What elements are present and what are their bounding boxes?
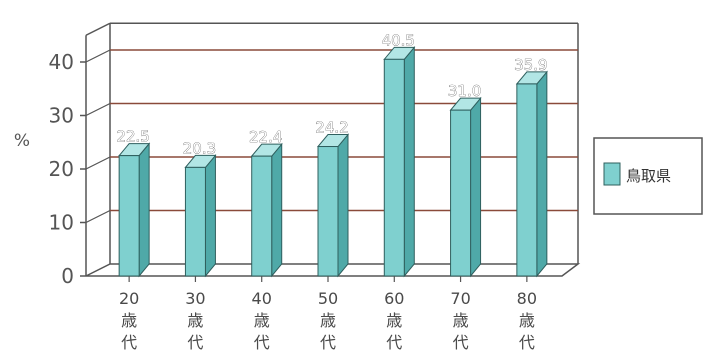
bar bbox=[251, 155, 273, 277]
bar bbox=[516, 83, 538, 277]
x-tick-label: 代 bbox=[254, 333, 270, 352]
x-tick-label: 代 bbox=[320, 333, 336, 352]
x-tick-label: 80 bbox=[517, 289, 537, 308]
side-wall-gridline bbox=[85, 156, 111, 170]
x-tick-label: 30 bbox=[185, 289, 205, 308]
x-tick-label: 代 bbox=[453, 333, 469, 352]
bar bbox=[317, 146, 339, 277]
bar bbox=[383, 58, 405, 277]
y-tick-label: 40 bbox=[49, 50, 74, 74]
x-tick-label: 代 bbox=[187, 333, 203, 352]
bar-side bbox=[204, 154, 216, 278]
x-tick-label: 20 bbox=[119, 289, 139, 308]
data-label: 31.0 bbox=[448, 82, 481, 100]
bar-side bbox=[271, 142, 283, 278]
data-label: 24.2 bbox=[315, 119, 348, 137]
y-tick-label: 0 bbox=[61, 264, 74, 288]
x-tick-label: 歳 bbox=[386, 311, 402, 330]
y-tick-label: 10 bbox=[49, 211, 74, 235]
bar-side bbox=[138, 142, 150, 278]
bar bbox=[118, 155, 140, 277]
side-wall-gridline bbox=[85, 209, 111, 224]
x-tick-label: 60 bbox=[384, 289, 404, 308]
side-wall-gridline bbox=[85, 102, 111, 117]
y-axis-label: % bbox=[14, 131, 30, 151]
data-label: 22.4 bbox=[249, 128, 282, 146]
x-tick-label: 70 bbox=[450, 289, 470, 308]
x-tick-label: 歳 bbox=[320, 311, 336, 330]
x-tick-label: 歳 bbox=[254, 311, 270, 330]
x-tick-label: 歳 bbox=[187, 311, 203, 330]
y-tick-label: 20 bbox=[49, 157, 74, 181]
bar bbox=[184, 166, 206, 277]
x-tick-label: 50 bbox=[318, 289, 338, 308]
x-tick-label: 歳 bbox=[519, 311, 535, 330]
x-tick-label: 歳 bbox=[121, 311, 137, 330]
bar-side bbox=[403, 45, 415, 278]
data-label: 20.3 bbox=[183, 139, 216, 157]
data-label: 35.9 bbox=[514, 56, 547, 74]
bar-side bbox=[470, 96, 482, 278]
data-label: 40.5 bbox=[382, 31, 415, 49]
x-tick-label: 歳 bbox=[453, 311, 469, 330]
side-wall-gridline bbox=[85, 49, 111, 63]
y-tick-label: 30 bbox=[49, 104, 74, 128]
x-tick-label: 代 bbox=[121, 333, 137, 352]
x-tick-label: 40 bbox=[252, 289, 272, 308]
x-tick-label: 代 bbox=[386, 333, 402, 352]
bar-side bbox=[536, 70, 548, 278]
legend-label: 鳥取県 bbox=[626, 167, 671, 185]
x-tick-label: 代 bbox=[519, 333, 535, 352]
bar bbox=[450, 109, 472, 277]
bar-side bbox=[337, 133, 349, 278]
data-label: 22.5 bbox=[116, 128, 149, 146]
side-wall-top-edge bbox=[85, 22, 111, 36]
legend-swatch bbox=[603, 162, 621, 186]
